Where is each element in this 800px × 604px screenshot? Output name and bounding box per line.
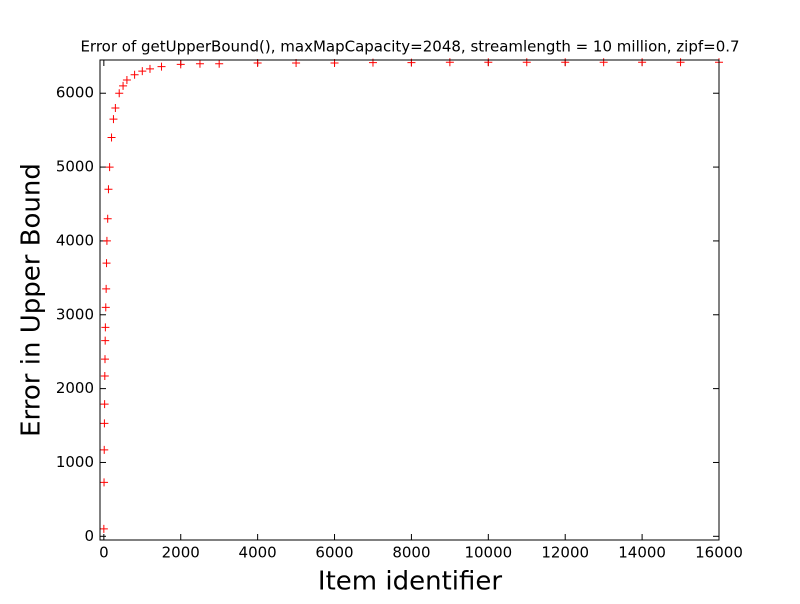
point bbox=[105, 163, 114, 172]
x-tick-label: 2000 bbox=[162, 544, 200, 562]
y-tick-label: 0 bbox=[84, 527, 94, 545]
point bbox=[102, 236, 111, 245]
y-axis-label: Error in Upper Bound bbox=[17, 163, 47, 437]
point bbox=[130, 70, 139, 79]
point bbox=[100, 445, 109, 454]
point bbox=[176, 60, 185, 69]
point bbox=[138, 67, 147, 76]
x-tick-label: 14000 bbox=[618, 544, 666, 562]
point bbox=[104, 185, 113, 194]
point bbox=[100, 355, 109, 364]
plot-frame bbox=[99, 59, 720, 541]
point bbox=[100, 478, 109, 487]
y-tick-label: 6000 bbox=[56, 84, 94, 102]
point bbox=[109, 115, 118, 124]
x-tick-label: 4000 bbox=[239, 544, 277, 562]
point bbox=[115, 89, 124, 98]
point bbox=[101, 336, 110, 345]
point bbox=[195, 59, 204, 68]
point bbox=[119, 81, 128, 90]
y-tick-label: 2000 bbox=[56, 379, 94, 397]
point bbox=[157, 62, 166, 71]
point bbox=[99, 524, 108, 533]
point bbox=[101, 303, 110, 312]
x-tick-label: 6000 bbox=[315, 544, 353, 562]
y-tick-label: 3000 bbox=[56, 305, 94, 323]
point bbox=[122, 75, 131, 84]
x-axis-label: Item identifier bbox=[318, 567, 502, 597]
point bbox=[145, 64, 154, 73]
x-tick-label: 12000 bbox=[541, 544, 589, 562]
point bbox=[100, 400, 109, 409]
point bbox=[101, 323, 110, 332]
point bbox=[102, 259, 111, 268]
point bbox=[107, 133, 116, 142]
x-tick-label: 16000 bbox=[695, 544, 743, 562]
point bbox=[111, 104, 120, 112]
point bbox=[100, 372, 109, 381]
y-tick-label: 1000 bbox=[56, 453, 94, 471]
y-tick-label: 5000 bbox=[56, 158, 94, 176]
point bbox=[215, 59, 224, 68]
chart-title: Error of getUpperBound(), maxMapCapacity… bbox=[80, 38, 739, 56]
point bbox=[103, 214, 112, 223]
x-tick-label: 0 bbox=[99, 544, 109, 562]
y-tick-label: 4000 bbox=[56, 231, 94, 249]
x-tick-label: 10000 bbox=[464, 544, 512, 562]
point bbox=[100, 419, 109, 428]
x-tick-label: 8000 bbox=[392, 544, 430, 562]
point bbox=[102, 284, 111, 293]
